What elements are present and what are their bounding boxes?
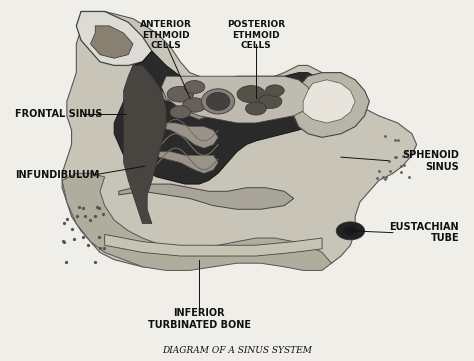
- Text: SPHENOID
SINUS: SPHENOID SINUS: [402, 150, 459, 171]
- Text: DIAGRAM OF A SINUS SYSTEM: DIAGRAM OF A SINUS SYSTEM: [162, 346, 312, 355]
- Point: [86, 217, 93, 223]
- Polygon shape: [62, 173, 331, 270]
- Point: [385, 158, 393, 164]
- Point: [375, 168, 383, 174]
- Point: [100, 245, 108, 251]
- Text: ANTERIOR
ETHMOID
CELLS: ANTERIOR ETHMOID CELLS: [140, 21, 192, 50]
- Point: [71, 236, 78, 242]
- Point: [394, 137, 402, 143]
- Polygon shape: [62, 12, 417, 267]
- Polygon shape: [119, 184, 294, 209]
- Point: [386, 169, 394, 174]
- Point: [73, 213, 81, 219]
- Ellipse shape: [343, 226, 357, 235]
- Ellipse shape: [336, 222, 365, 240]
- Ellipse shape: [170, 106, 191, 119]
- Point: [397, 169, 405, 175]
- Point: [61, 239, 68, 245]
- Point: [59, 238, 66, 244]
- Polygon shape: [105, 234, 322, 256]
- Text: EUSTACHIAN
TUBE: EUSTACHIAN TUBE: [390, 222, 459, 243]
- Point: [381, 133, 389, 139]
- Ellipse shape: [184, 81, 205, 93]
- Ellipse shape: [258, 94, 282, 109]
- Ellipse shape: [167, 86, 193, 102]
- Polygon shape: [128, 91, 213, 119]
- Ellipse shape: [237, 86, 265, 103]
- Point: [63, 216, 71, 222]
- Point: [95, 205, 102, 210]
- Polygon shape: [91, 26, 133, 58]
- Ellipse shape: [182, 98, 206, 112]
- Point: [60, 221, 68, 226]
- Ellipse shape: [265, 85, 284, 96]
- Point: [93, 204, 101, 210]
- Point: [382, 176, 389, 182]
- Point: [91, 213, 99, 218]
- Point: [75, 204, 83, 210]
- Point: [397, 163, 404, 169]
- Point: [95, 234, 103, 240]
- Polygon shape: [114, 51, 336, 184]
- Ellipse shape: [246, 102, 266, 115]
- Polygon shape: [124, 152, 218, 173]
- Point: [80, 205, 87, 210]
- Point: [391, 154, 399, 160]
- Point: [400, 162, 408, 168]
- Point: [391, 137, 398, 143]
- Polygon shape: [303, 80, 355, 123]
- Point: [81, 213, 89, 218]
- Point: [402, 148, 410, 154]
- Text: FRONTAL SINUS: FRONTAL SINUS: [15, 109, 102, 119]
- Text: INFERIOR
TURBINATED BONE: INFERIOR TURBINATED BONE: [148, 308, 251, 330]
- Polygon shape: [294, 73, 369, 137]
- Text: INFUNDIBULUM: INFUNDIBULUM: [15, 170, 99, 180]
- Point: [399, 153, 406, 159]
- Point: [392, 154, 400, 160]
- Point: [69, 226, 76, 232]
- Point: [100, 211, 107, 217]
- Point: [97, 245, 104, 251]
- Ellipse shape: [206, 92, 230, 110]
- Point: [79, 234, 87, 240]
- Point: [62, 259, 70, 265]
- Point: [85, 242, 92, 248]
- Polygon shape: [161, 76, 313, 123]
- Polygon shape: [128, 123, 218, 148]
- Point: [405, 174, 412, 180]
- Ellipse shape: [201, 89, 235, 114]
- Point: [91, 259, 99, 265]
- Point: [379, 174, 387, 180]
- Polygon shape: [124, 65, 166, 224]
- Polygon shape: [76, 12, 152, 65]
- Text: POSTERIOR
ETHMOID
CELLS: POSTERIOR ETHMOID CELLS: [227, 21, 285, 50]
- Point: [383, 174, 390, 180]
- Point: [374, 175, 381, 181]
